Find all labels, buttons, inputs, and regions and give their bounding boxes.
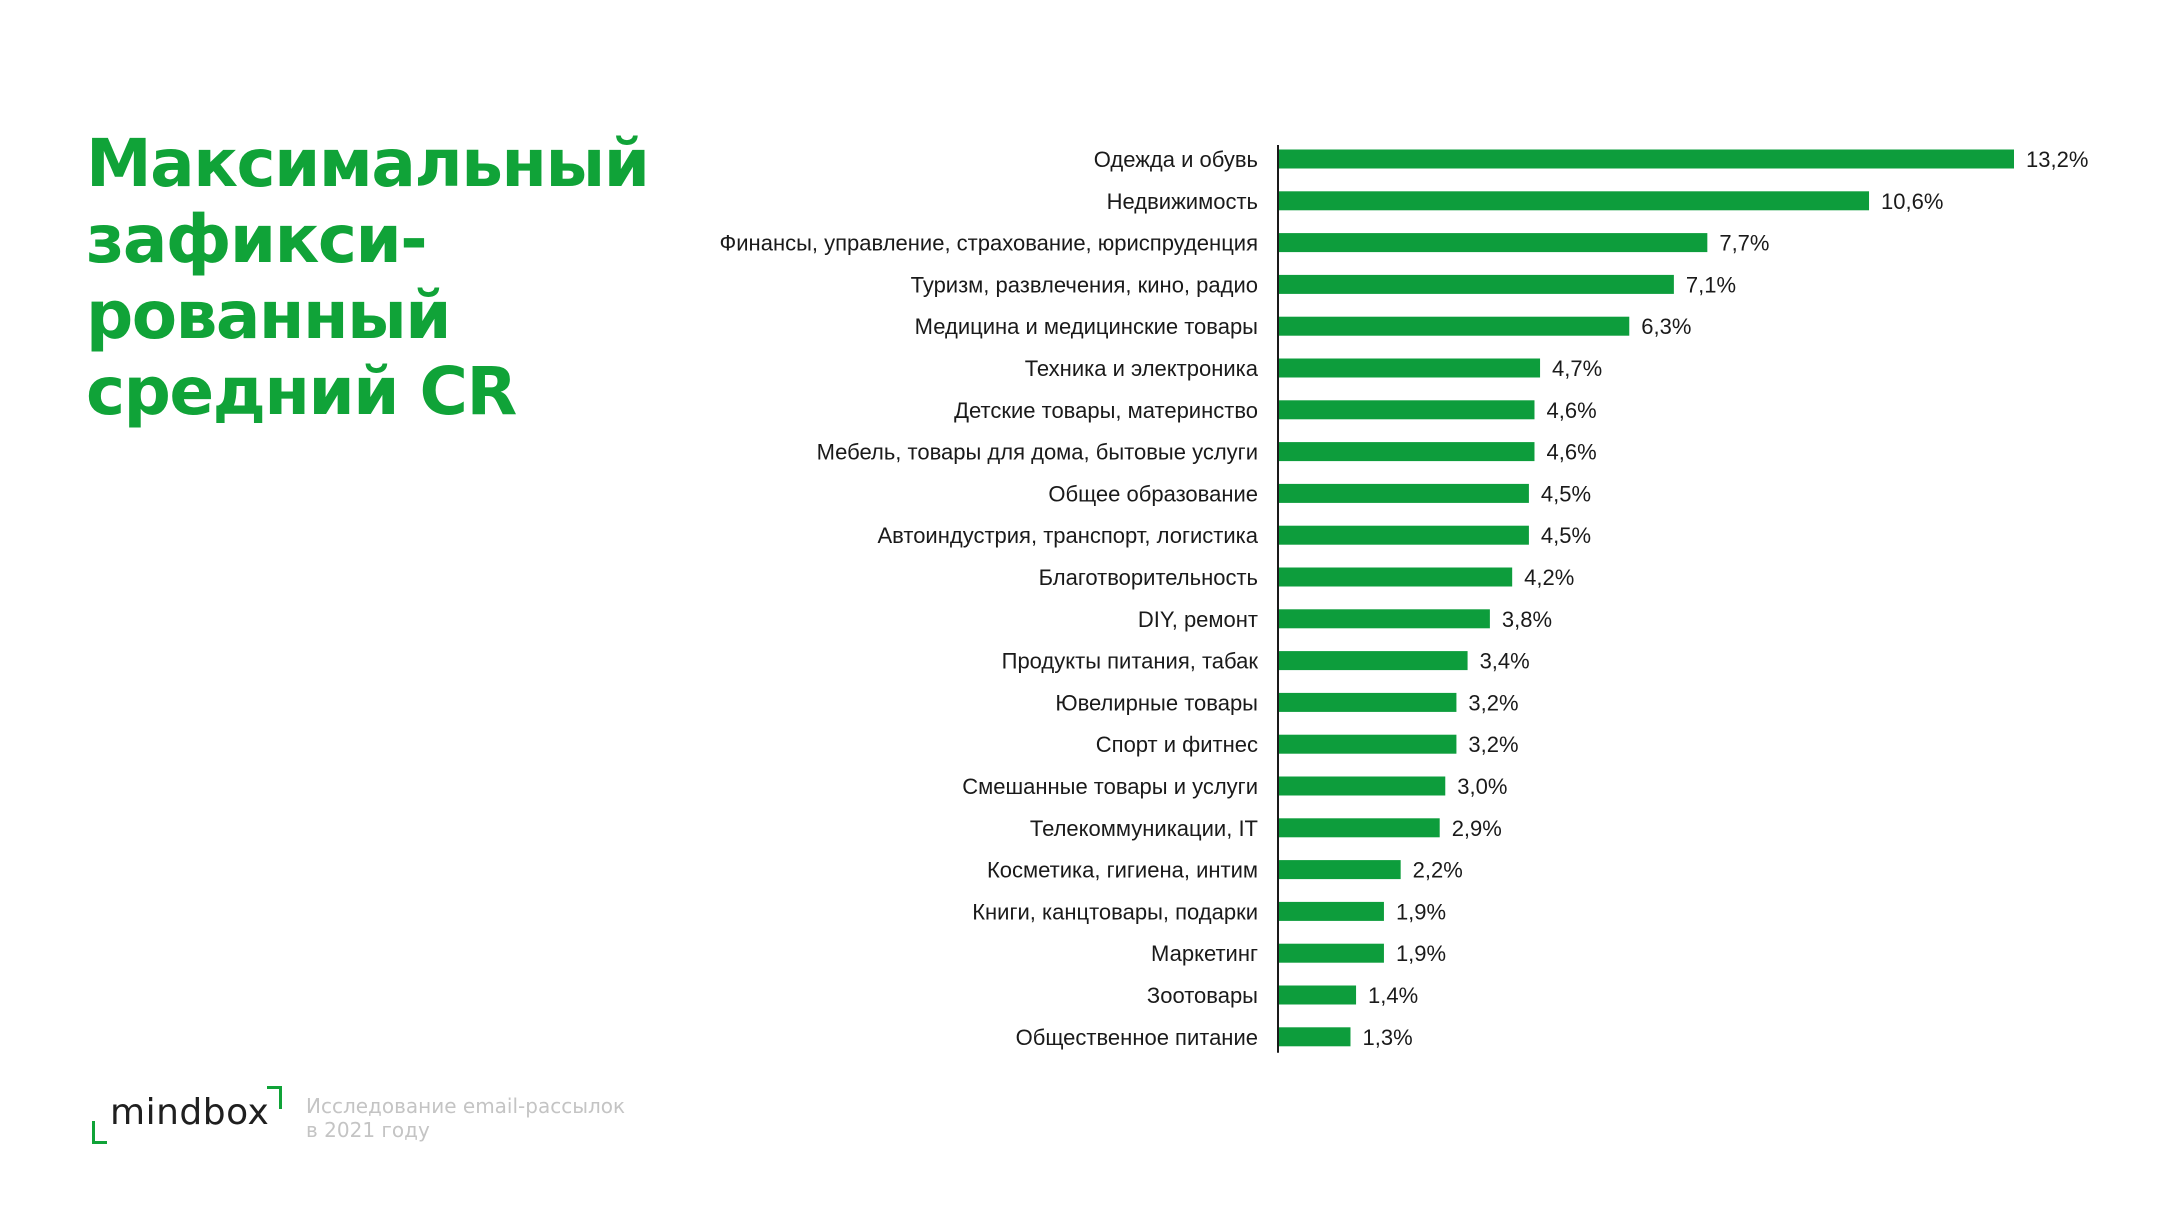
- category-label: Недвижимость: [1107, 189, 1258, 214]
- value-label: 3,2%: [1468, 732, 1518, 757]
- category-label: Продукты питания, табак: [1002, 649, 1259, 674]
- bar: [1278, 901, 1384, 921]
- value-label: 1,9%: [1396, 899, 1446, 924]
- bar: [1278, 651, 1468, 671]
- category-label: DIY, ремонт: [1138, 607, 1258, 632]
- category-label: Книги, канцтовары, подарки: [972, 899, 1258, 924]
- bar: [1278, 191, 1870, 211]
- bar: [1278, 776, 1446, 796]
- category-label: Финансы, управление, страхование, юриспр…: [720, 231, 1258, 256]
- category-label: Мебель, товары для дома, бытовые услуги: [817, 440, 1258, 465]
- value-label: 4,6%: [1546, 398, 1596, 423]
- category-label: Косметика, гигиена, интим: [987, 858, 1258, 883]
- mindbox-logo: mindbox: [92, 1086, 282, 1144]
- category-label: Медицина и медицинские товары: [915, 314, 1258, 339]
- footer-line-2: в 2021 году: [306, 1118, 430, 1142]
- logo-bracket-bottom-left: [92, 1121, 107, 1144]
- bar: [1278, 985, 1357, 1005]
- value-label: 1,3%: [1362, 1025, 1412, 1050]
- value-label: 4,5%: [1541, 481, 1591, 506]
- value-label: 7,1%: [1686, 272, 1736, 297]
- value-label: 4,6%: [1546, 440, 1596, 465]
- bar: [1278, 567, 1513, 587]
- page-title: Максимальный зафикси- рованный средний C…: [86, 126, 686, 430]
- bar: [1278, 692, 1457, 712]
- bar: [1278, 233, 1708, 253]
- value-label: 7,7%: [1719, 231, 1769, 256]
- bar: [1278, 1027, 1351, 1047]
- category-label: Автоиндустрия, транспорт, логистика: [877, 523, 1258, 548]
- value-label: 3,0%: [1457, 774, 1507, 799]
- category-label: Ювелирные товары: [1055, 690, 1258, 715]
- title-line-4: средний CR: [86, 353, 517, 430]
- value-label: 6,3%: [1641, 314, 1691, 339]
- title-line-3: рованный: [86, 277, 452, 354]
- value-label: 4,2%: [1524, 565, 1574, 590]
- value-label: 2,2%: [1413, 858, 1463, 883]
- value-label: 3,2%: [1468, 690, 1518, 715]
- value-label: 3,8%: [1502, 607, 1552, 632]
- bar: [1278, 818, 1440, 838]
- category-label: Благотворительность: [1039, 565, 1258, 590]
- category-label: Техника и электроника: [1025, 356, 1259, 381]
- bar: [1278, 316, 1630, 336]
- bar: [1278, 442, 1535, 462]
- bar: [1278, 400, 1535, 420]
- category-label: Телекоммуникации, IT: [1030, 816, 1258, 841]
- category-label: Одежда и обувь: [1094, 147, 1258, 172]
- category-label: Туризм, развлечения, кино, радио: [911, 272, 1258, 297]
- title-line-2: зафикси-: [86, 201, 428, 278]
- footer-note: Исследование email-рассылок в 2021 году: [306, 1094, 625, 1142]
- bar: [1278, 734, 1457, 754]
- value-label: 1,9%: [1396, 941, 1446, 966]
- bar: [1278, 525, 1529, 545]
- bar: [1278, 860, 1401, 880]
- category-label: Детские товары, материнство: [954, 398, 1258, 423]
- footer-line-1: Исследование email-рассылок: [306, 1094, 626, 1118]
- bar: [1278, 609, 1490, 629]
- logo-text: mindbox: [110, 1092, 270, 1133]
- bar: [1278, 943, 1384, 963]
- bar: [1278, 274, 1674, 294]
- title-line-1: Максимальный: [86, 125, 650, 202]
- category-label: Смешанные товары и услуги: [962, 774, 1258, 799]
- category-label: Общее образование: [1048, 481, 1258, 506]
- bar: [1278, 358, 1541, 378]
- category-label: Маркетинг: [1151, 941, 1258, 966]
- category-label: Общественное питание: [1016, 1025, 1258, 1050]
- category-label: Спорт и фитнес: [1096, 732, 1258, 757]
- value-label: 4,7%: [1552, 356, 1602, 381]
- value-label: 4,5%: [1541, 523, 1591, 548]
- logo-bracket-top-right: [267, 1086, 282, 1109]
- value-label: 3,4%: [1480, 649, 1530, 674]
- value-label: 10,6%: [1881, 189, 1943, 214]
- category-label: Зоотовары: [1147, 983, 1258, 1008]
- bar: [1278, 149, 2014, 169]
- value-label: 13,2%: [2026, 147, 2088, 172]
- bar: [1278, 483, 1529, 503]
- value-label: 1,4%: [1368, 983, 1418, 1008]
- value-label: 2,9%: [1452, 816, 1502, 841]
